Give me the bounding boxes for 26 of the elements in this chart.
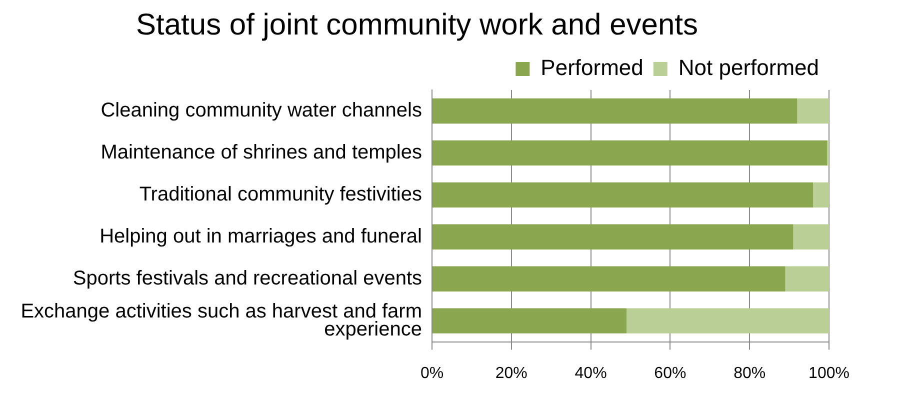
bar	[432, 266, 786, 292]
x-tick-label: 0%	[420, 364, 444, 382]
bar	[432, 98, 798, 124]
bar	[432, 308, 627, 334]
legend-label: Not performed	[678, 55, 820, 80]
y-tick-label: Sports festivals and recreational events	[72, 267, 422, 290]
x-tick-label: 40%	[574, 364, 607, 382]
bar	[626, 308, 829, 334]
x-tick-label: 100%	[808, 364, 850, 382]
bar	[432, 224, 794, 250]
chart-title: Status of joint community work and events	[136, 8, 698, 42]
bar	[432, 182, 814, 208]
y-tick-label: Maintenance of shrines and temples	[100, 141, 422, 164]
y-tick-label: Cleaning community water channels	[100, 100, 422, 122]
y-tick-label: Helping out in marriages and funeral	[100, 225, 422, 248]
legend-label: Performed	[540, 55, 644, 80]
x-tick-label: 20%	[495, 364, 528, 382]
y-tick-label: Exchange activities such as harvest and farm experience	[20, 300, 422, 340]
bar	[785, 266, 829, 292]
bar	[432, 140, 828, 166]
bar	[793, 224, 829, 250]
x-tick-label: 60%	[654, 364, 686, 382]
x-tick-label: 80%	[734, 364, 766, 382]
y-tick-label: Traditional community festivities	[139, 183, 422, 206]
bar	[797, 98, 829, 124]
bar	[813, 182, 829, 208]
